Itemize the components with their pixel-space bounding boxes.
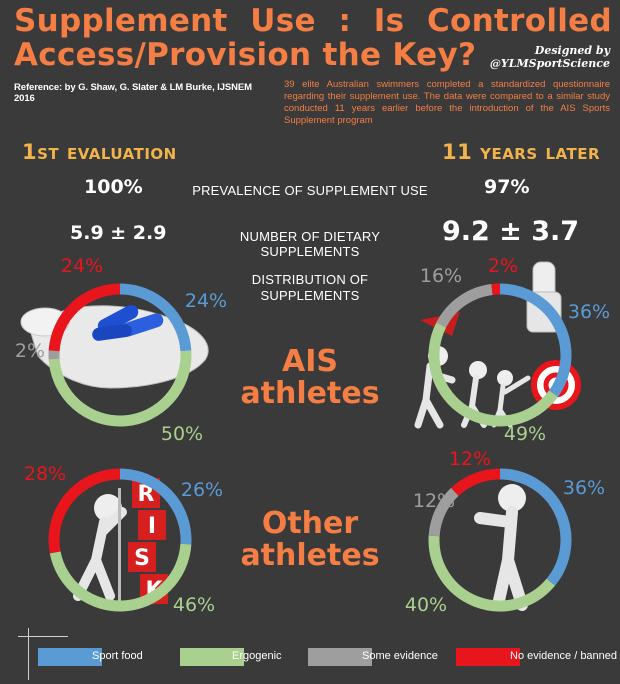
slice-no-evidence-banned [48, 283, 121, 352]
slice-label-sport-food: 24% [185, 290, 227, 312]
legend-swatch-ergogenic [180, 648, 244, 666]
credit-line-1: Designed by [534, 44, 610, 57]
donut-ais-athletes-1st-evaluation: 24% 50% 2% 24% [15, 255, 227, 445]
prevalence-label: PREVALENCE OF SUPPLEMENT USE [192, 183, 428, 198]
slice-sport-food [499, 283, 572, 397]
slice-sport-food [499, 468, 572, 586]
title-line-2: Access/Provision the Key? [14, 37, 477, 73]
slice-no-evidence-banned [451, 468, 501, 497]
slice-no-evidence-banned [48, 468, 121, 554]
first-evaluation-heading: 1st evaluation [22, 140, 177, 164]
prevalence-later-value: 97% [484, 176, 530, 198]
slice-label-sport-food: 36% [563, 477, 605, 499]
distribution-label-line-2: SUPPLEMENTS [260, 288, 360, 303]
number-first-value: 5.9 ± 2.9 [70, 222, 167, 244]
slice-label-sport-food: 26% [181, 479, 223, 501]
prevalence-first-value: 100% [84, 176, 143, 198]
legend-swatch-sport-food [38, 648, 102, 666]
slice-label-no-evidence-banned: 12% [449, 448, 491, 470]
slice-some-evidence [436, 284, 493, 328]
slice-ergogenic [428, 322, 558, 427]
ais-athletes-label: AIS athletes [210, 346, 410, 410]
slice-ergogenic [428, 535, 556, 612]
slice-label-ergogenic: 40% [405, 594, 447, 616]
slice-label-no-evidence-banned: 24% [61, 255, 103, 277]
title-line-1: Supplement Use : Is Controlled [14, 3, 612, 39]
ais-label-line-1: AIS [282, 344, 338, 379]
later-evaluation-heading: 11 years later [442, 140, 600, 164]
other-label-line-1: Other [261, 506, 359, 541]
slice-label-ergogenic: 50% [161, 423, 203, 445]
ais-label-line-2: athletes [240, 376, 380, 411]
donut-other-athletes-1st-evaluation: 26% 46% 28% [24, 463, 223, 616]
slice-label-some-evidence: 16% [420, 265, 462, 287]
svg-text:S: S [134, 546, 150, 571]
other-label-line-2: athletes [240, 538, 380, 573]
number-later-value: 9.2 ± 3.7 [442, 216, 580, 247]
credit-line-2: @YLMSportScience [489, 57, 610, 70]
svg-text:R: R [138, 482, 155, 507]
slice-label-no-evidence-banned: 2% [488, 255, 518, 277]
slice-label-some-evidence: 12% [413, 490, 455, 512]
legend-label-no-evidence-banned: No evidence / banned [510, 650, 618, 662]
slice-ergogenic [48, 350, 192, 427]
page-title: Supplement Use : Is Controlled Access/Pr… [14, 4, 614, 72]
legend-swatch-some-evidence [308, 648, 372, 666]
legend-label-some-evidence: Some evidence [362, 650, 438, 662]
donut-other-athletes-11-years-later: 36% 40% 12% 12% [405, 448, 605, 616]
slice-label-ergogenic: 49% [504, 423, 546, 445]
slice-label-sport-food: 36% [568, 301, 610, 323]
legend-label-sport-food: Sport food [92, 650, 143, 662]
slice-sport-food [119, 468, 192, 545]
donut-ais-athletes-11-years-later: 36% 49% 16% 2% [420, 255, 610, 445]
legend-swatch-no-evidence-banned [456, 648, 520, 666]
svg-text:I: I [148, 514, 156, 539]
number-supplements-label: NUMBER OF DIETARY SUPPLEMENTS [239, 229, 381, 259]
slice-ergogenic [49, 543, 192, 612]
legend-label-ergogenic: Ergogenic [232, 650, 282, 662]
other-athletes-label: Other athletes [210, 508, 410, 572]
corner-line-horizontal [18, 636, 68, 637]
reference-text: Reference: by G. Shaw, G. Slater & LM Bu… [14, 82, 252, 104]
slice-some-evidence [428, 487, 459, 537]
slice-sport-food [119, 283, 192, 352]
distribution-label-line-1: DISTRIBUTION OF [251, 272, 369, 287]
designer-credit: Designed by @YLMSportScience [485, 44, 610, 70]
slice-label-no-evidence-banned: 28% [24, 463, 66, 485]
study-description: 39 elite Australian swimmers completed a… [284, 79, 610, 126]
corner-line-vertical [28, 628, 29, 680]
distribution-label: DISTRIBUTION OF SUPPLEMENTS [230, 272, 390, 304]
slice-label-some-evidence: 2% [15, 340, 45, 362]
slice-label-ergogenic: 46% [173, 594, 215, 616]
